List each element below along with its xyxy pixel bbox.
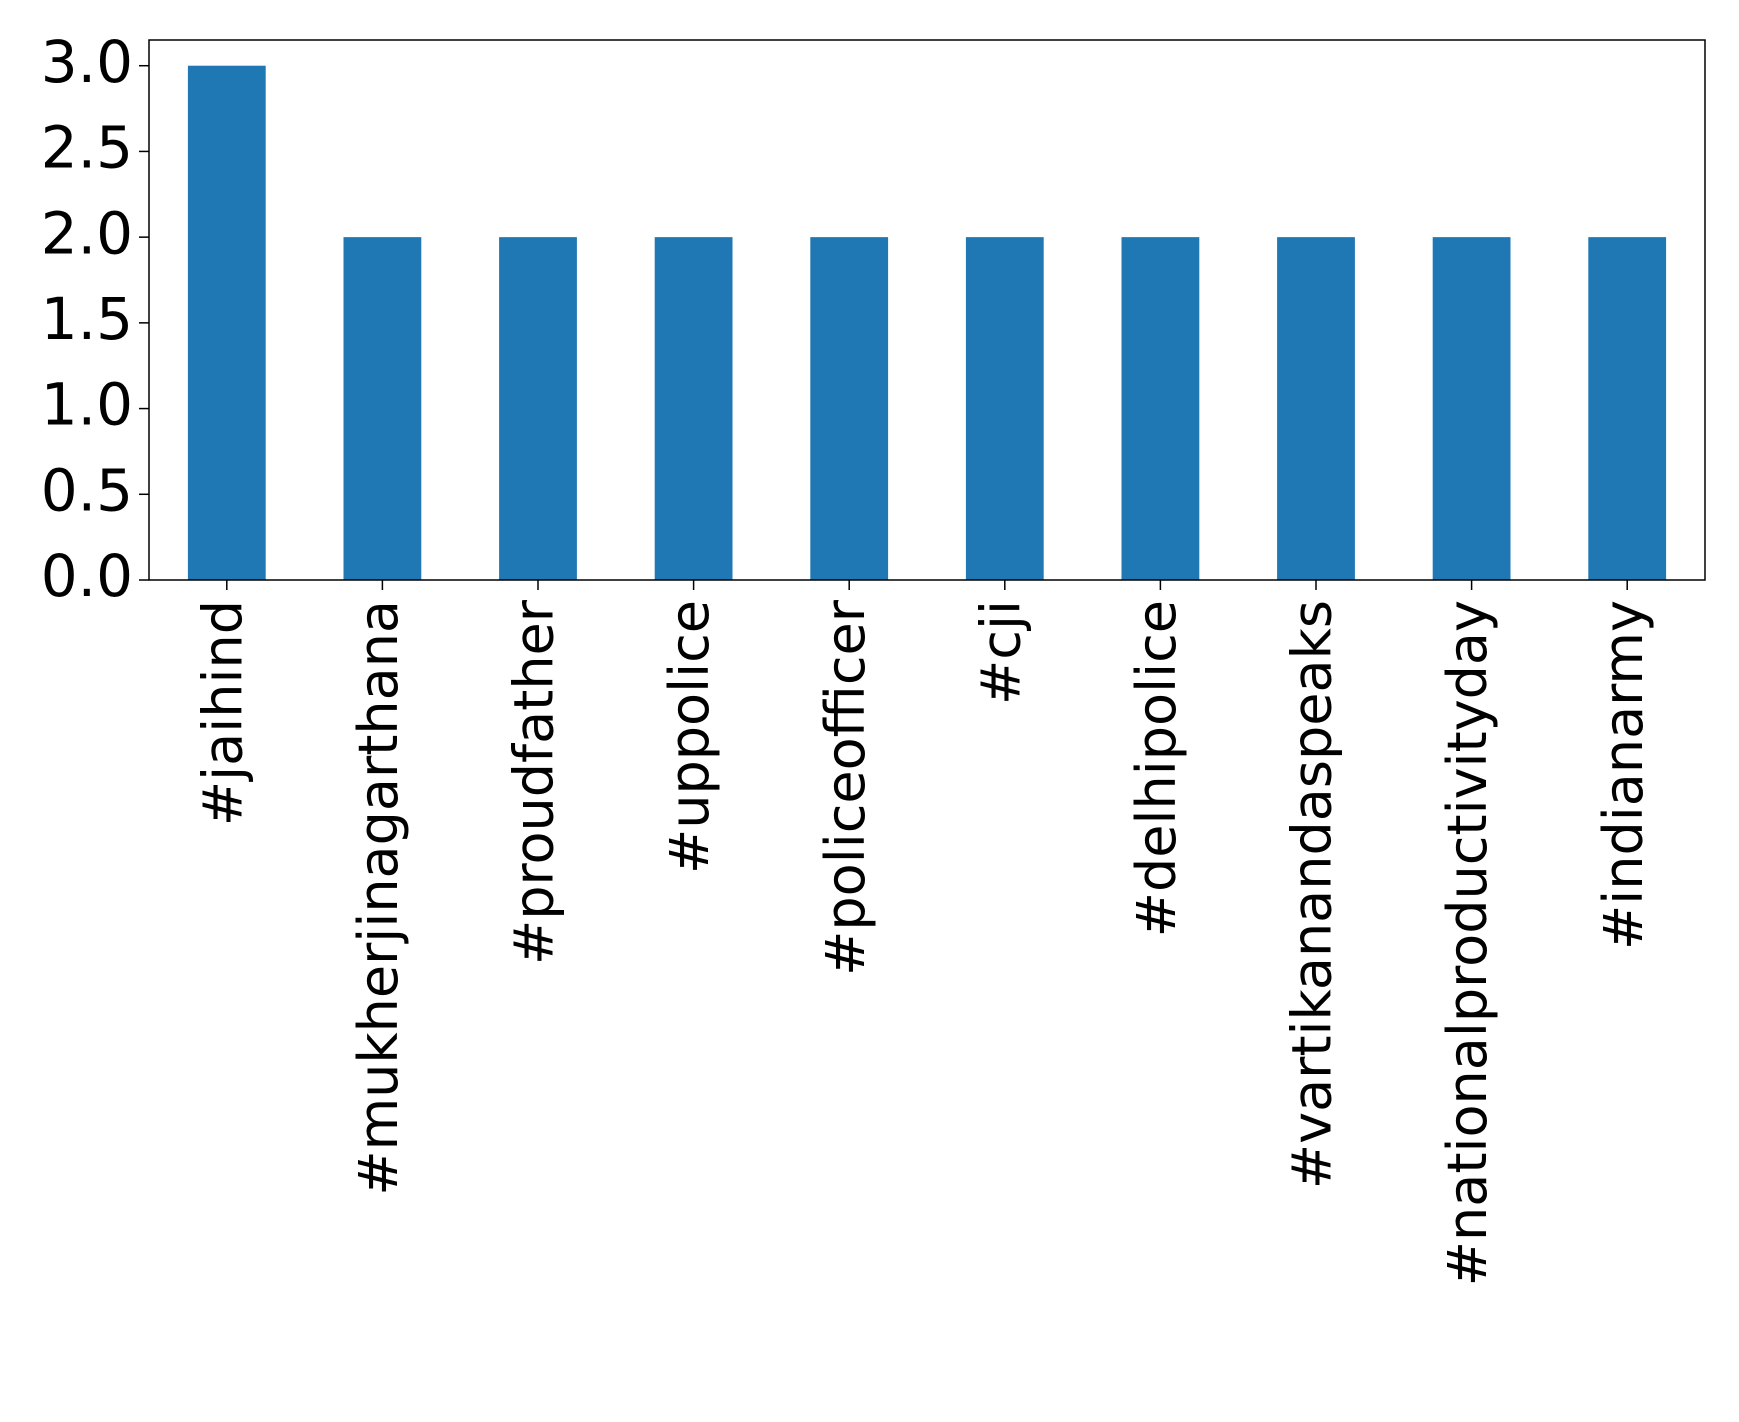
y-tick-label: 2.5 [41,114,133,182]
x-tick-label: #jaihind [191,600,254,826]
x-tick-label: #uppolice [658,600,721,874]
bar [1121,237,1200,580]
bar [1432,237,1511,580]
y-tick-label: 1.0 [41,371,133,439]
bar [499,237,577,580]
bar [187,65,266,580]
bar [965,237,1044,580]
bar [810,237,889,580]
y-tick-label: 3.0 [41,28,133,96]
x-tick-label: #cji [969,600,1032,705]
bar [1588,237,1667,580]
y-tick-label: 1.5 [41,285,133,353]
x-tick-label: #vartikanandaspeaks [1281,600,1344,1189]
bar [343,237,422,580]
bar [1277,237,1355,580]
bar [654,237,733,580]
plot-frame [148,39,1706,581]
x-tick-label: #nationalproductivityday [1436,600,1499,1286]
x-tick-label: #mukherjinagarthana [347,600,410,1196]
x-tick-label: #indianarmy [1592,600,1655,950]
y-tick-label: 0.5 [41,456,133,524]
y-tick-label: 2.0 [41,199,133,267]
x-tick-label: #policeofficer [814,599,877,976]
x-tick-label: #delhipolice [1125,600,1188,937]
y-tick-label: 0.0 [41,542,133,610]
x-tick-label: #proudfather [503,599,566,965]
